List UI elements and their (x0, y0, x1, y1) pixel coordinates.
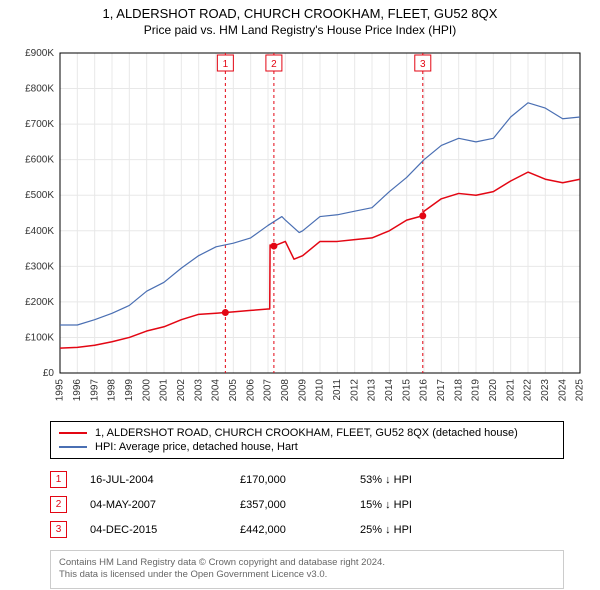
legend-swatch (59, 446, 87, 448)
legend-label: HPI: Average price, detached house, Hart (95, 441, 298, 453)
footer-attribution: Contains HM Land Registry data © Crown c… (50, 550, 564, 589)
svg-text:3: 3 (420, 59, 426, 70)
x-tick-label: 2014 (384, 379, 395, 402)
marker-dot (419, 212, 426, 219)
legend-row: 1, ALDERSHOT ROAD, CHURCH CROOKHAM, FLEE… (59, 426, 555, 440)
x-tick-label: 2024 (557, 379, 568, 402)
x-tick-label: 2001 (159, 379, 170, 402)
y-tick-label: £100K (25, 332, 54, 343)
y-tick-label: £600K (25, 155, 54, 166)
y-tick-label: £700K (25, 119, 54, 130)
marker-dot (222, 309, 229, 316)
x-tick-label: 2025 (575, 379, 586, 402)
marker-date: 04-MAY-2007 (90, 499, 240, 511)
x-tick-label: 2000 (141, 379, 152, 402)
x-tick-label: 2007 (263, 379, 274, 402)
y-tick-label: £900K (25, 48, 54, 59)
marker-number-box: 3 (50, 521, 67, 538)
marker-delta: 25% ↓ HPI (360, 524, 480, 536)
chart-area: £0 £100K £200K £300K £400K £500K £600K £700K £80… (10, 43, 590, 413)
x-tick-label: 2011 (332, 379, 343, 401)
title-line-1: 1, ALDERSHOT ROAD, CHURCH CROOKHAM, FLEE… (0, 6, 600, 21)
legend-swatch (59, 432, 87, 434)
x-tick-label: 2018 (453, 379, 464, 402)
x-tick-label: 2015 (401, 379, 412, 402)
marker-price: £357,000 (240, 499, 360, 511)
footer-line-1: Contains HM Land Registry data © Crown c… (59, 557, 555, 569)
footer-line-2: This data is licensed under the Open Gov… (59, 569, 555, 581)
marker-row: 3 04-DEC-2015£442,00025% ↓ HPI (50, 517, 564, 542)
x-tick-label: 1995 (55, 379, 66, 402)
marker-row: 2 04-MAY-2007£357,00015% ↓ HPI (50, 492, 564, 517)
x-tick-label: 2012 (349, 379, 360, 402)
marker-date: 04-DEC-2015 (90, 524, 240, 536)
y-tick-label: £0 (43, 368, 55, 379)
marker-row: 1 16-JUL-2004£170,00053% ↓ HPI (50, 467, 564, 492)
line-chart: £0 £100K £200K £300K £400K £500K £600K £700K £80… (10, 43, 590, 413)
x-tick-label: 2016 (419, 379, 430, 402)
x-tick-label: 2019 (471, 379, 482, 402)
legend: 1, ALDERSHOT ROAD, CHURCH CROOKHAM, FLEE… (50, 421, 564, 459)
marker-delta: 15% ↓ HPI (360, 499, 480, 511)
marker-number-box: 2 (50, 496, 67, 513)
marker-date: 16-JUL-2004 (90, 474, 240, 486)
x-tick-label: 1999 (124, 379, 135, 402)
x-tick-label: 2017 (436, 379, 447, 402)
legend-row: HPI: Average price, detached house, Hart (59, 440, 555, 454)
x-tick-label: 2009 (297, 379, 308, 402)
title-block: 1, ALDERSHOT ROAD, CHURCH CROOKHAM, FLEE… (0, 0, 600, 37)
x-tick-label: 2021 (505, 379, 516, 402)
x-tick-label: 2005 (228, 379, 239, 402)
x-tick-label: 2023 (540, 379, 551, 402)
marker-number-box: 1 (50, 471, 67, 488)
marker-box-chart: 1 (217, 55, 233, 71)
markers-table: 1 16-JUL-2004£170,00053% ↓ HPI 2 04-MAY-200… (50, 467, 564, 542)
x-tick-label: 2010 (315, 379, 326, 402)
marker-price: £170,000 (240, 474, 360, 486)
y-tick-label: £300K (25, 261, 54, 272)
y-tick-label: £400K (25, 226, 54, 237)
x-tick-label: 1996 (72, 379, 83, 402)
x-tick-label: 1997 (89, 379, 100, 402)
x-tick-label: 2004 (211, 379, 222, 402)
x-tick-label: 2020 (488, 379, 499, 402)
x-tick-label: 2002 (176, 379, 187, 402)
y-tick-label: £800K (25, 84, 54, 95)
marker-box-chart: 2 (266, 55, 282, 71)
x-tick-label: 2008 (280, 379, 291, 402)
marker-box-chart: 3 (415, 55, 431, 71)
y-tick-label: £500K (25, 190, 54, 201)
svg-text:2: 2 (271, 59, 277, 70)
y-tick-label: £200K (25, 297, 54, 308)
x-tick-label: 2013 (367, 379, 378, 402)
marker-delta: 53% ↓ HPI (360, 474, 480, 486)
x-tick-label: 1998 (107, 379, 118, 402)
x-tick-label: 2022 (523, 379, 534, 402)
title-line-2: Price paid vs. HM Land Registry's House … (0, 23, 600, 37)
x-tick-label: 2003 (193, 379, 204, 402)
x-tick-label: 2006 (245, 379, 256, 402)
marker-dot (270, 243, 277, 250)
marker-price: £442,000 (240, 524, 360, 536)
svg-text:1: 1 (223, 59, 229, 70)
legend-label: 1, ALDERSHOT ROAD, CHURCH CROOKHAM, FLEE… (95, 427, 518, 439)
